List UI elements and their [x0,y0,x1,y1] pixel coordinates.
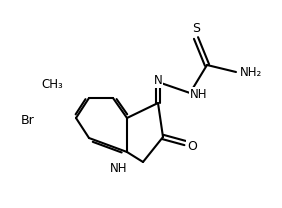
Text: CH₃: CH₃ [41,78,63,90]
Text: S: S [192,21,200,35]
Text: NH: NH [110,162,128,176]
Text: O: O [187,140,197,154]
Text: NH: NH [190,88,208,100]
Text: N: N [154,74,162,88]
Text: NH₂: NH₂ [240,66,262,78]
Text: Br: Br [21,114,35,128]
